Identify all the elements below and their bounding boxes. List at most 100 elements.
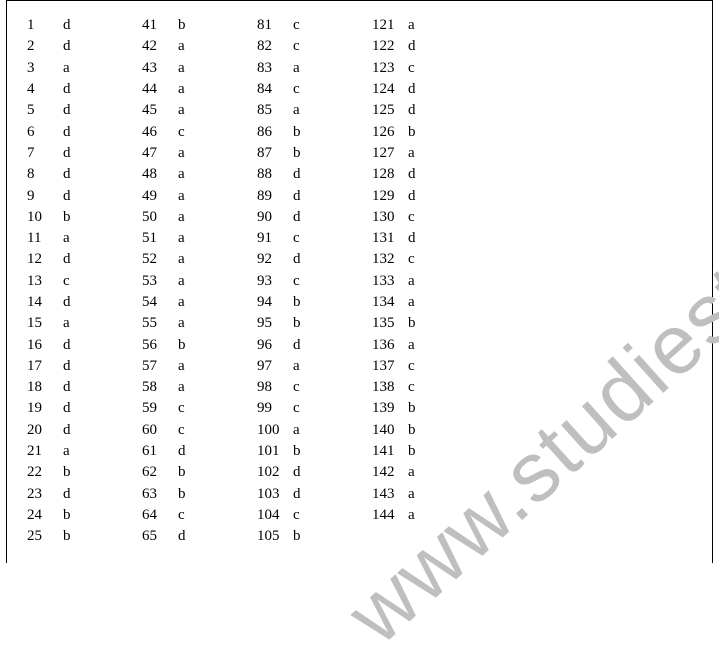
answer-row: 103d: [257, 484, 372, 505]
answer-letter: c: [404, 60, 415, 77]
question-number: 97: [257, 358, 289, 375]
answer-letter: a: [59, 315, 70, 332]
question-number: 46: [142, 124, 174, 141]
answer-letter: a: [404, 17, 415, 34]
answer-row: 104c: [257, 505, 372, 526]
answer-letter: c: [174, 422, 185, 439]
answer-letter: a: [174, 251, 185, 268]
question-number: 54: [142, 294, 174, 311]
answer-row: 136a: [372, 334, 487, 355]
answer-row: 100a: [257, 420, 372, 441]
answer-letter: b: [174, 17, 186, 34]
question-number: 121: [372, 17, 404, 34]
question-number: 45: [142, 102, 174, 119]
question-number: 61: [142, 443, 174, 460]
answer-row: 122d: [372, 36, 487, 57]
answer-letter: d: [59, 166, 71, 183]
answer-letter: a: [289, 422, 300, 439]
answer-letter: c: [404, 251, 415, 268]
answer-letter: a: [404, 273, 415, 290]
question-number: 7: [27, 145, 59, 162]
answer-row: 132c: [372, 249, 487, 270]
question-number: 41: [142, 17, 174, 34]
answer-letter: d: [59, 422, 71, 439]
answer-row: 129d: [372, 185, 487, 206]
answer-letter: a: [404, 337, 415, 354]
answer-letter: d: [59, 38, 71, 55]
question-number: 53: [142, 273, 174, 290]
question-number: 22: [27, 464, 59, 481]
question-number: 57: [142, 358, 174, 375]
question-number: 15: [27, 315, 59, 332]
answer-letter: b: [289, 145, 301, 162]
answer-row: 141b: [372, 441, 487, 462]
answer-row: 64c: [142, 505, 257, 526]
question-number: 42: [142, 38, 174, 55]
answer-row: 54a: [142, 292, 257, 313]
answer-row: 62b: [142, 462, 257, 483]
question-number: 10: [27, 209, 59, 226]
answer-row: 83a: [257, 58, 372, 79]
question-number: 16: [27, 337, 59, 354]
answer-row: 55a: [142, 313, 257, 334]
question-number: 25: [27, 528, 59, 545]
answer-letter: d: [174, 528, 186, 545]
answer-letter: a: [289, 102, 300, 119]
answer-row: 1d: [27, 15, 142, 36]
answer-letter: c: [404, 358, 415, 375]
question-number: 131: [372, 230, 404, 247]
answer-row: 133a: [372, 271, 487, 292]
answer-letter: b: [404, 443, 416, 460]
answer-row: 95b: [257, 313, 372, 334]
question-number: 87: [257, 145, 289, 162]
question-number: 91: [257, 230, 289, 247]
answer-row: 130c: [372, 207, 487, 228]
answer-letter: d: [404, 102, 416, 119]
answer-row: 45a: [142, 100, 257, 121]
question-number: 124: [372, 81, 404, 98]
answer-row: 127a: [372, 143, 487, 164]
answer-letter: d: [404, 166, 416, 183]
answer-row: 93c: [257, 271, 372, 292]
answer-letter: d: [59, 124, 71, 141]
question-number: 17: [27, 358, 59, 375]
answer-row: 63b: [142, 484, 257, 505]
question-number: 8: [27, 166, 59, 183]
answer-letter: c: [289, 81, 300, 98]
question-number: 125: [372, 102, 404, 119]
question-number: 95: [257, 315, 289, 332]
answer-letter: c: [289, 38, 300, 55]
answer-row: 143a: [372, 484, 487, 505]
question-number: 141: [372, 443, 404, 460]
answer-col-4: 121a122d123c124d125d126b127a128d129d130c…: [372, 15, 487, 547]
question-number: 84: [257, 81, 289, 98]
question-number: 126: [372, 124, 404, 141]
answer-letter: d: [289, 464, 301, 481]
answer-letter: c: [174, 507, 185, 524]
question-number: 13: [27, 273, 59, 290]
answer-letter: c: [59, 273, 70, 290]
answer-letter: c: [289, 400, 300, 417]
answer-letter: b: [404, 315, 416, 332]
answer-row: 13c: [27, 271, 142, 292]
question-number: 51: [142, 230, 174, 247]
question-number: 99: [257, 400, 289, 417]
question-number: 62: [142, 464, 174, 481]
question-number: 105: [257, 528, 289, 545]
answer-row: 82c: [257, 36, 372, 57]
question-number: 122: [372, 38, 404, 55]
answer-letter: b: [174, 337, 186, 354]
question-number: 100: [257, 422, 289, 439]
answer-row: 101b: [257, 441, 372, 462]
question-number: 96: [257, 337, 289, 354]
answer-row: 50a: [142, 207, 257, 228]
question-number: 63: [142, 486, 174, 503]
answer-row: 138c: [372, 377, 487, 398]
answer-letter: a: [174, 81, 185, 98]
answer-letter: c: [404, 209, 415, 226]
answer-row: 21a: [27, 441, 142, 462]
question-number: 88: [257, 166, 289, 183]
question-number: 139: [372, 400, 404, 417]
question-number: 133: [372, 273, 404, 290]
answer-row: 15a: [27, 313, 142, 334]
